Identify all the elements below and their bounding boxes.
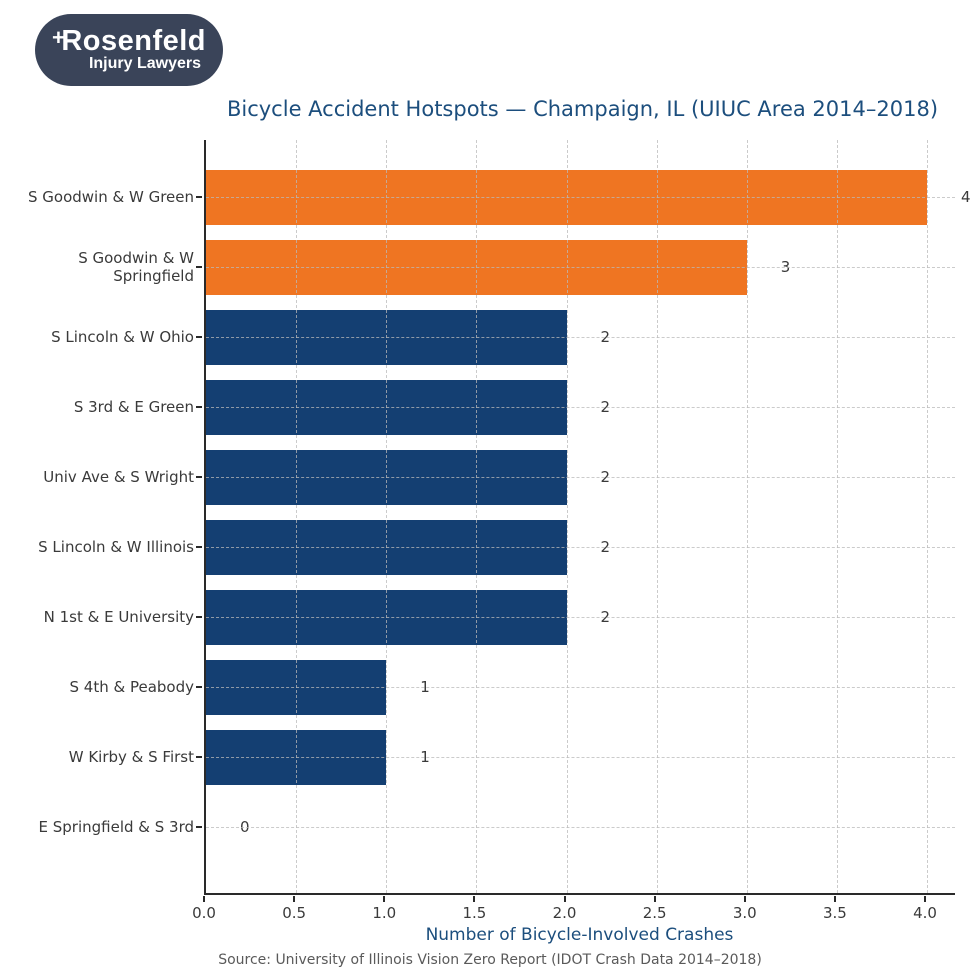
- x-tick-label: 3.5: [822, 904, 847, 922]
- y-tick-mark: [196, 476, 202, 478]
- y-tick-mark: [196, 336, 202, 338]
- vertical-gridline: [386, 140, 388, 893]
- y-tick-mark: [196, 546, 202, 548]
- chart-title: Bicycle Accident Hotspots — Champaign, I…: [226, 97, 939, 121]
- x-tick-mark: [743, 896, 746, 902]
- vertical-gridline: [836, 140, 838, 893]
- y-axis-category-labels: S Goodwin & W Green S Goodwin & W Springf…: [0, 140, 202, 895]
- vertical-gridline: [296, 140, 298, 893]
- x-axis-ticks: 0.0 0.5 1.0 1.5 2.0 2.5 3.0 3.5 4.0: [192, 896, 955, 926]
- vertical-gridline: [656, 140, 658, 893]
- x-axis-title: Number of Bicycle-Involved Crashes: [425, 925, 734, 945]
- logo-name: Rosenfeld: [61, 25, 207, 58]
- y-tick-label: S Goodwin & W Green: [28, 188, 194, 206]
- x-tick-label: 2.0: [552, 904, 577, 922]
- logo-tagline: Injury Lawyers: [88, 55, 201, 73]
- y-tick-mark: [196, 266, 202, 268]
- horizontal-gridline: [206, 407, 955, 408]
- y-tick-label: S 3rd & E Green: [73, 398, 194, 416]
- x-tick-mark: [473, 896, 476, 902]
- y-tick-label: W Kirby & S First: [68, 748, 194, 766]
- x-tick-label: 2.5: [642, 904, 667, 922]
- x-tick-label: 1.0: [372, 904, 397, 922]
- y-tick-mark: [196, 826, 202, 828]
- x-tick-mark: [203, 896, 205, 902]
- horizontal-gridline: [206, 547, 955, 548]
- rosenfeld-injury-lawyers-logo: + Rosenfeld Injury Lawyers: [35, 14, 223, 86]
- logo-wordmark: + Rosenfeld: [51, 24, 207, 58]
- y-tick-label: S Lincoln & W Ohio: [51, 328, 194, 346]
- y-tick-mark: [196, 756, 202, 758]
- horizontal-gridline: [206, 197, 955, 198]
- horizontal-gridline: [206, 617, 955, 618]
- y-tick-label: S Goodwin & W Springfield: [78, 249, 194, 285]
- y-tick-mark: [196, 686, 202, 688]
- horizontal-gridline: [206, 687, 955, 688]
- cross-icon: +: [51, 24, 66, 50]
- x-tick-label: 1.5: [462, 904, 487, 922]
- source-caption: Source: University of Illinois Vision Ze…: [218, 952, 762, 968]
- bar-value-label: 4: [961, 188, 971, 206]
- y-tick-label: S 4th & Peabody: [69, 678, 194, 696]
- vertical-gridline: [746, 140, 748, 893]
- x-tick-label: 0.5: [282, 904, 307, 922]
- vertical-gridline: [566, 140, 568, 893]
- horizontal-gridline: [206, 267, 955, 268]
- x-tick-label: 4.0: [913, 904, 937, 922]
- x-tick-mark: [653, 896, 656, 902]
- x-tick-mark: [833, 896, 836, 902]
- horizontal-gridline: [206, 827, 955, 828]
- y-tick-label: N 1st & E University: [43, 608, 194, 626]
- x-tick-mark: [563, 896, 566, 902]
- horizontal-gridline: [206, 477, 955, 478]
- x-tick-label: 0.0: [192, 904, 216, 922]
- x-tick-label: 3.0: [732, 904, 757, 922]
- y-tick-mark: [196, 616, 202, 618]
- vertical-gridline: [927, 140, 928, 893]
- horizontal-gridline: [206, 757, 955, 758]
- y-tick-mark: [196, 196, 202, 198]
- y-tick-label: Univ Ave & S Wright: [43, 468, 194, 486]
- vertical-gridline: [476, 140, 478, 893]
- y-tick-label: E Springfield & S 3rd: [38, 818, 194, 836]
- x-tick-mark: [293, 896, 296, 902]
- x-tick-mark: [924, 896, 926, 902]
- x-tick-mark: [383, 896, 386, 902]
- y-tick-label: S Lincoln & W Illinois: [38, 538, 194, 556]
- y-tick-mark: [196, 406, 202, 408]
- horizontal-gridline: [206, 337, 955, 338]
